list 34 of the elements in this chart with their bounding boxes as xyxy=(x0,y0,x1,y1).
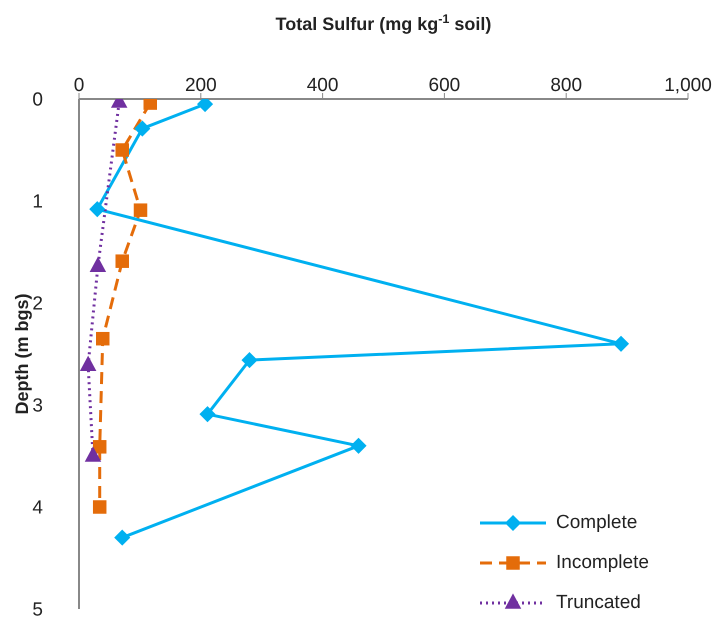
x-axis-title: Total Sulfur (mg kg$^{-1}$ soil) xyxy=(276,12,492,34)
x-tick-label: 200 xyxy=(184,75,217,96)
y-axis-title: Depth (m bgs) xyxy=(12,294,32,414)
point xyxy=(197,99,213,112)
point xyxy=(242,352,258,368)
x-tick-label: 800 xyxy=(550,75,582,96)
x-tick-label: 600 xyxy=(428,75,460,96)
y-tick-label: 1 xyxy=(32,192,43,213)
y-tick-label: 3 xyxy=(32,396,43,417)
legend-label: Incomplete xyxy=(556,552,649,574)
point xyxy=(92,500,106,514)
point xyxy=(90,258,106,272)
point xyxy=(200,406,216,422)
point xyxy=(96,332,110,346)
x-tick-label: 0 xyxy=(74,75,84,96)
point xyxy=(114,530,130,546)
point xyxy=(350,438,366,454)
point xyxy=(115,254,129,268)
y-tick-label: 5 xyxy=(32,600,43,621)
point xyxy=(90,201,106,217)
y-tick-label: 0 xyxy=(32,90,43,111)
y-tick-label: 2 xyxy=(32,294,43,315)
x-tick-label: 400 xyxy=(306,75,338,96)
point xyxy=(144,99,158,110)
point xyxy=(92,440,106,454)
point xyxy=(613,336,629,352)
y-tick-label: 4 xyxy=(32,498,44,519)
legend-label: Complete xyxy=(556,512,638,534)
point xyxy=(134,120,150,136)
point xyxy=(115,143,129,157)
legend-label: Truncated xyxy=(556,592,641,614)
point xyxy=(85,447,101,462)
point xyxy=(134,203,148,217)
x-tick-label: 1,000 xyxy=(664,75,712,96)
